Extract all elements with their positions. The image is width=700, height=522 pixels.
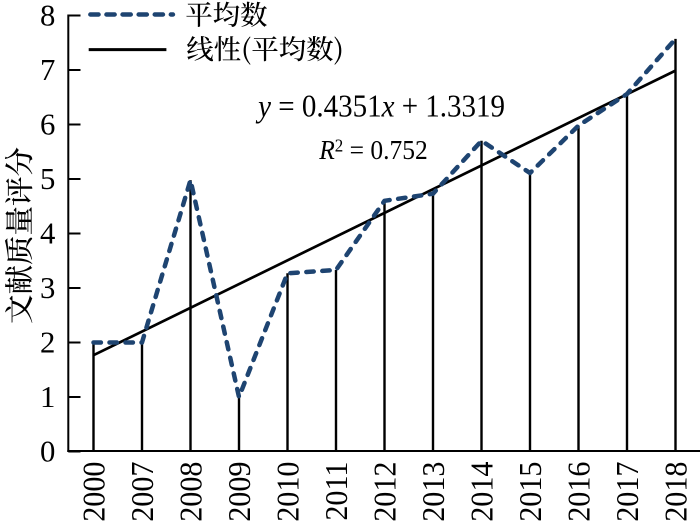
svg-text:5: 5 — [40, 161, 55, 196]
svg-text:6: 6 — [40, 107, 55, 142]
svg-text:2014: 2014 — [465, 462, 500, 522]
svg-text:3: 3 — [40, 270, 55, 305]
svg-text:4: 4 — [40, 216, 55, 251]
svg-text:2007: 2007 — [126, 462, 161, 522]
svg-text:2016: 2016 — [562, 462, 597, 522]
svg-text:2: 2 — [40, 325, 55, 360]
svg-text:2008: 2008 — [174, 462, 209, 522]
svg-text:2017: 2017 — [611, 462, 646, 522]
svg-text:8: 8 — [40, 0, 55, 33]
svg-text:2000: 2000 — [77, 462, 112, 522]
svg-text:y = 0.4351x + 1.3319: y = 0.4351x + 1.3319 — [255, 89, 505, 124]
svg-text:R2 = 0.752: R2 = 0.752 — [318, 134, 428, 165]
svg-text:7: 7 — [40, 52, 55, 87]
svg-text:2015: 2015 — [514, 462, 549, 522]
svg-text:2012: 2012 — [368, 462, 403, 522]
svg-text:1: 1 — [40, 379, 55, 414]
svg-text:2011: 2011 — [320, 462, 355, 521]
svg-text:2013: 2013 — [417, 462, 452, 522]
svg-text:2010: 2010 — [271, 462, 306, 522]
svg-text:0: 0 — [40, 434, 55, 469]
svg-text:2009: 2009 — [223, 462, 258, 522]
svg-text:2018: 2018 — [659, 462, 694, 522]
